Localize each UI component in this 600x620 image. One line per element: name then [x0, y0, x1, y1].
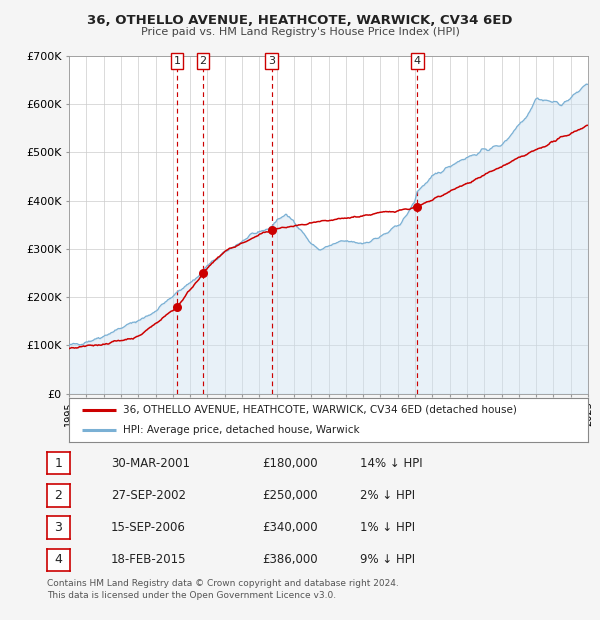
Text: 18-FEB-2015: 18-FEB-2015	[111, 554, 187, 566]
Text: 1: 1	[173, 56, 181, 66]
Text: 1% ↓ HPI: 1% ↓ HPI	[360, 521, 415, 534]
Text: £250,000: £250,000	[262, 489, 318, 502]
Text: 14% ↓ HPI: 14% ↓ HPI	[360, 457, 422, 469]
Text: 36, OTHELLO AVENUE, HEATHCOTE, WARWICK, CV34 6ED (detached house): 36, OTHELLO AVENUE, HEATHCOTE, WARWICK, …	[124, 405, 517, 415]
Text: 15-SEP-2006: 15-SEP-2006	[111, 521, 186, 534]
Text: 2% ↓ HPI: 2% ↓ HPI	[360, 489, 415, 502]
Text: £386,000: £386,000	[262, 554, 318, 566]
Text: 30-MAR-2001: 30-MAR-2001	[111, 457, 190, 469]
Text: Contains HM Land Registry data © Crown copyright and database right 2024.
This d: Contains HM Land Registry data © Crown c…	[47, 579, 398, 600]
Text: HPI: Average price, detached house, Warwick: HPI: Average price, detached house, Warw…	[124, 425, 360, 435]
Text: 27-SEP-2002: 27-SEP-2002	[111, 489, 186, 502]
Text: 3: 3	[268, 56, 275, 66]
Text: £180,000: £180,000	[262, 457, 318, 469]
Text: 2: 2	[54, 489, 62, 502]
Text: 1: 1	[54, 457, 62, 469]
Text: 4: 4	[54, 554, 62, 566]
Text: 4: 4	[413, 56, 421, 66]
Text: 36, OTHELLO AVENUE, HEATHCOTE, WARWICK, CV34 6ED: 36, OTHELLO AVENUE, HEATHCOTE, WARWICK, …	[87, 14, 513, 27]
Text: Price paid vs. HM Land Registry's House Price Index (HPI): Price paid vs. HM Land Registry's House …	[140, 27, 460, 37]
Text: 2: 2	[199, 56, 206, 66]
Text: £340,000: £340,000	[262, 521, 318, 534]
Text: 3: 3	[54, 521, 62, 534]
Text: 9% ↓ HPI: 9% ↓ HPI	[360, 554, 415, 566]
